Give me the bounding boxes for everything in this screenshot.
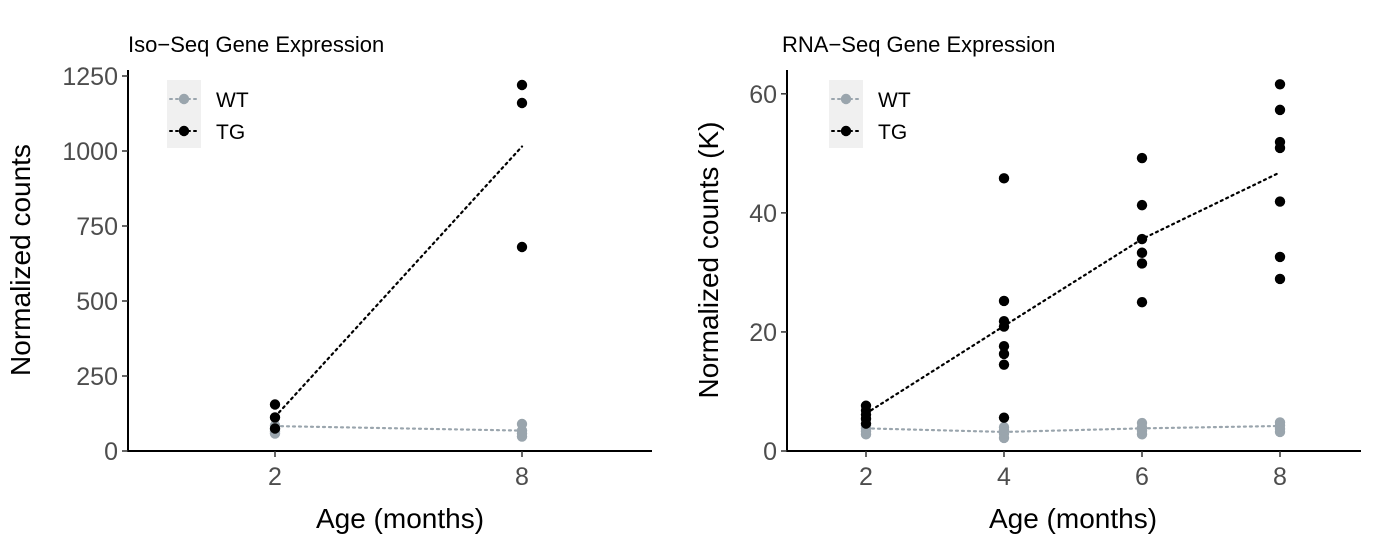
data-point-wt [1274, 417, 1286, 428]
y-axis-title: Normalized counts [5, 144, 36, 376]
data-point-tg [516, 79, 528, 91]
chart-title: RNA−Seq Gene Expression [782, 32, 1055, 57]
data-point-tg [1136, 296, 1148, 308]
y-tick-label: 750 [76, 213, 118, 241]
y-tick-label: 250 [76, 363, 118, 391]
x-tick-label: 4 [997, 463, 1011, 491]
data-point-tg [998, 359, 1010, 370]
data-point-tg [1136, 247, 1148, 258]
data-point-tg [998, 348, 1010, 360]
y-tick-label: 0 [104, 438, 118, 466]
trend-line-wt [864, 424, 1282, 434]
legend-key-background [829, 80, 863, 148]
data-point-tg [1274, 251, 1286, 263]
y-tick-label: 500 [76, 288, 118, 316]
data-point-wt [516, 418, 528, 430]
x-tick-label: 6 [1135, 463, 1149, 491]
trend-line-tg [864, 171, 1282, 415]
data-point-tg [1274, 136, 1286, 148]
data-point-tg [998, 173, 1010, 184]
trend-line-tg [273, 145, 524, 418]
trend-line-wt [273, 425, 524, 432]
x-tick-label: 2 [268, 463, 282, 491]
legend-key-point [178, 93, 190, 105]
data-point-tg [1136, 199, 1148, 211]
data-point-tg [998, 295, 1010, 307]
x-tick-label: 8 [1273, 463, 1287, 491]
data-point-tg [1136, 152, 1148, 164]
legend-key-point [840, 93, 852, 105]
y-axis-title: Normalized counts (K) [693, 122, 724, 399]
legend-key-point [178, 125, 190, 137]
x-tick-label: 8 [515, 463, 529, 491]
y-tick-label: 1000 [62, 138, 118, 166]
data-point-tg [269, 399, 281, 410]
data-point-tg [269, 423, 281, 434]
data-point-wt [1136, 417, 1148, 429]
rna-seq-panel: RNA−Seq Gene Expression 0 20 40 60 2 4 6 8 Age (m… [693, 32, 1361, 534]
data-point-tg [516, 97, 528, 109]
y-tick-label: 0 [763, 438, 777, 466]
data-point-tg [1274, 196, 1286, 207]
legend-label: TG [878, 121, 907, 144]
data-point-tg [1274, 79, 1286, 90]
legend-key-point [840, 125, 852, 137]
data-point-tg [269, 412, 281, 423]
x-axis-title: Age (months) [989, 503, 1157, 534]
legend-label: WT [216, 89, 249, 112]
y-tick-label: 1250 [62, 63, 118, 91]
iso-seq-panel: Iso−Seq Gene Expression 0 250 500 750 1000 125… [5, 32, 652, 534]
legend-label: TG [216, 121, 245, 144]
x-axis-title: Age (months) [316, 503, 484, 534]
chart-title: Iso−Seq Gene Expression [128, 32, 384, 57]
data-point-tg [998, 341, 1010, 352]
y-tick-label: 40 [749, 200, 777, 228]
legend-key-background [167, 80, 201, 148]
x-tick-label: 2 [859, 463, 873, 491]
data-point-tg [1136, 233, 1148, 245]
data-point-tg [1136, 258, 1148, 269]
data-point-wt [998, 421, 1010, 433]
data-point-tg [860, 400, 872, 411]
data-point-tg [516, 241, 528, 253]
data-point-tg [998, 412, 1010, 423]
data-point-tg [998, 316, 1010, 327]
y-tick-label: 60 [749, 81, 777, 109]
data-point-tg [1274, 104, 1286, 116]
y-tick-label: 20 [749, 319, 777, 347]
data-point-tg [1274, 273, 1286, 285]
legend-label: WT [878, 89, 911, 112]
